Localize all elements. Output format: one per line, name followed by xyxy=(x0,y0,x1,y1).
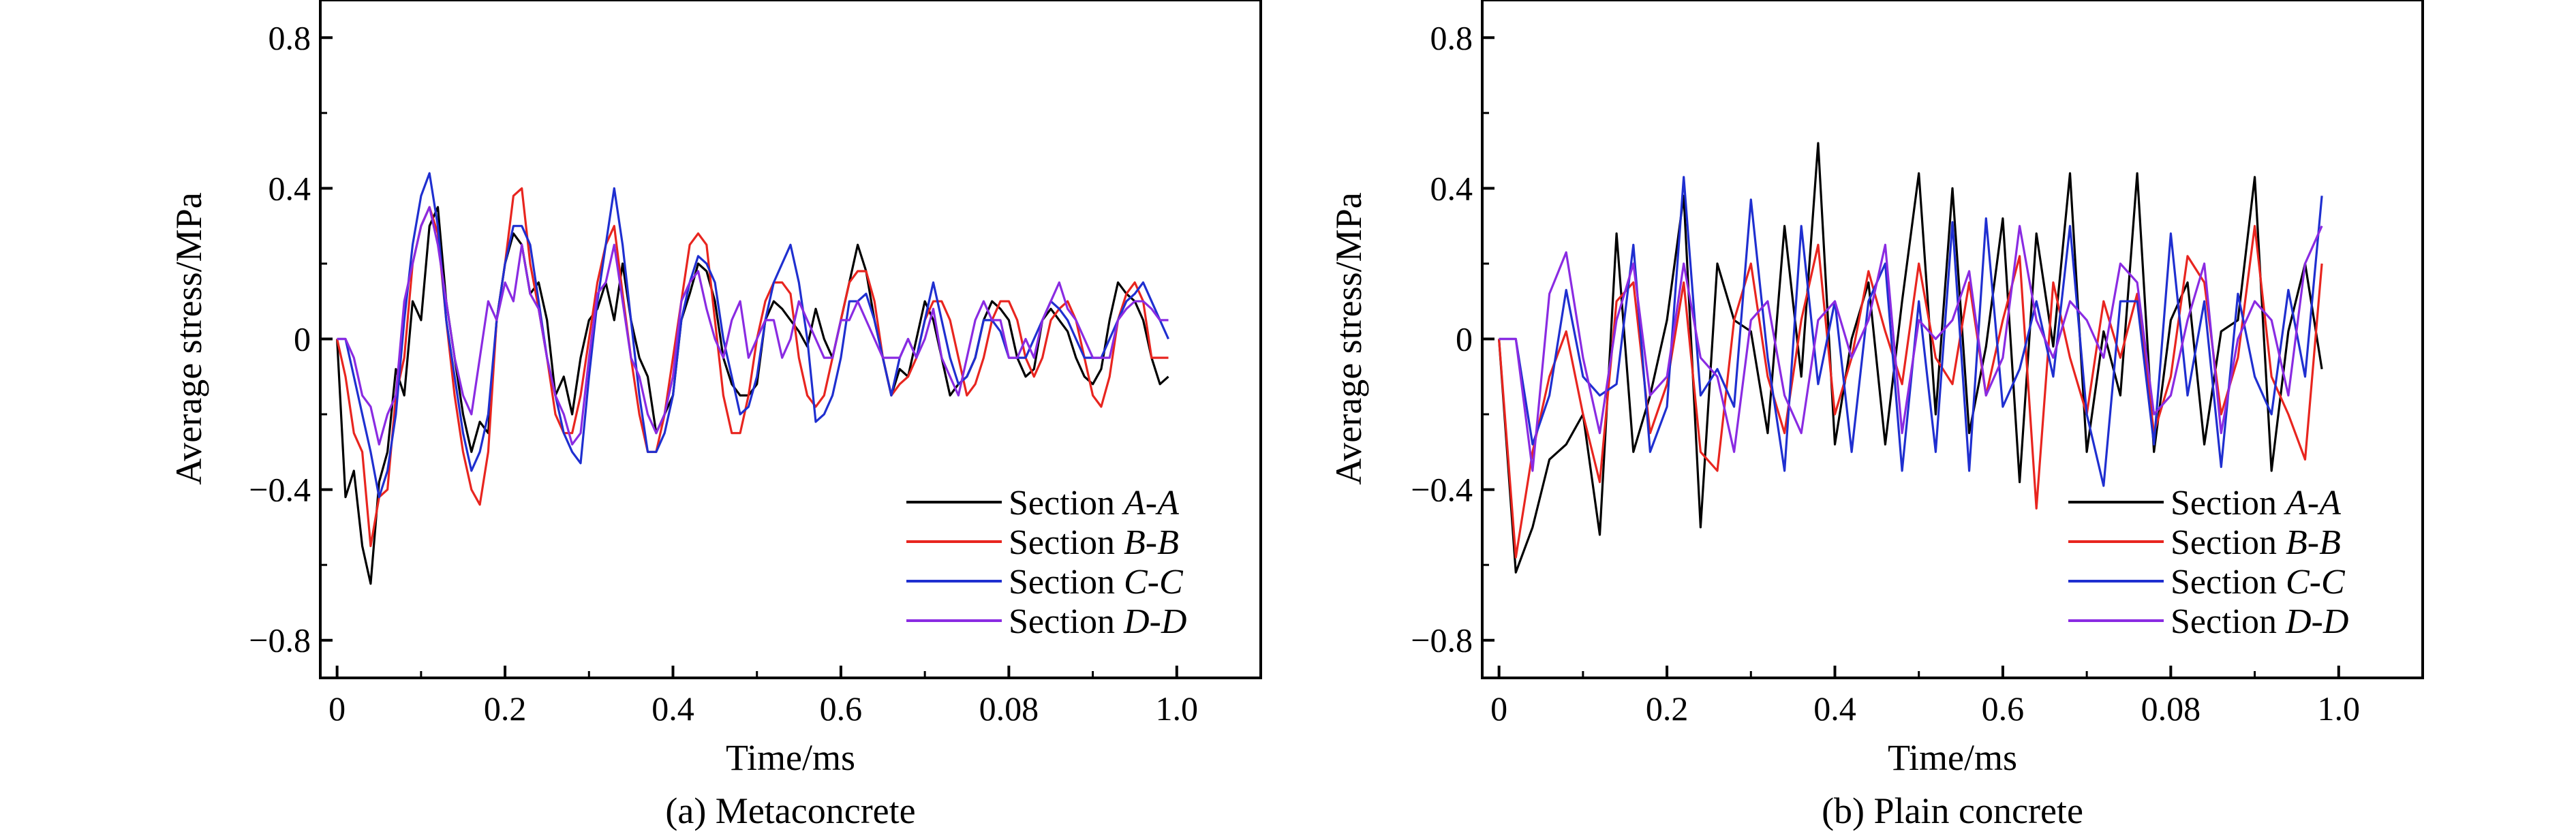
series-line-a-a xyxy=(1498,142,2323,574)
legend-label: Section C-C xyxy=(2171,563,2346,602)
legend-label: Section B-B xyxy=(1009,523,1179,562)
x-tick-label: 0.6 xyxy=(1982,689,2025,728)
legend-label-section: A-A xyxy=(2284,484,2341,523)
y-axis-title: Average stress/MPa xyxy=(1328,192,1369,484)
legend-label: Section B-B xyxy=(2171,523,2341,562)
y-tick-label: 0.4 xyxy=(269,169,311,207)
panel-caption: (b) Plain concrete xyxy=(1822,790,2083,831)
legend-label-section: C-C xyxy=(1124,563,1184,602)
y-tick-label: −0.8 xyxy=(249,621,311,659)
legend-label: Section D-D xyxy=(2171,602,2348,641)
legend-label-prefix: Section xyxy=(1009,484,1124,523)
series-line-b-b xyxy=(336,187,1169,548)
x-tick-label: 0.08 xyxy=(979,689,1039,728)
chart-panel-metaconcrete: 0 0.2 0.4 0.6 0.08 1.0 0.8 0.4 0 −0.4 −0.8 Time/m… xyxy=(168,0,1262,831)
x-axis-title: Time/ms xyxy=(1888,737,2017,778)
x-tick-label: 0.2 xyxy=(1646,689,1689,728)
y-axis-title: Average stress/MPa xyxy=(168,192,209,484)
x-tick-label: 0.4 xyxy=(1813,689,1856,728)
series-line-b-b xyxy=(1498,225,2323,559)
legend-label-prefix: Section xyxy=(1009,523,1124,562)
x-tick-label: 0 xyxy=(328,689,346,728)
legend-label-prefix: Section xyxy=(1009,602,1124,641)
x-tick-label: 1.0 xyxy=(2318,689,2361,728)
legend-label-prefix: Section xyxy=(2171,602,2286,641)
x-tick-label: 1.0 xyxy=(1156,689,1199,728)
series-line-d-d xyxy=(337,206,1169,446)
legend-label: Section A-A xyxy=(2171,484,2341,523)
y-tick-label: 0.8 xyxy=(269,18,311,57)
legend-label-prefix: Section xyxy=(2171,563,2286,602)
legend-label-prefix: Section xyxy=(2171,484,2286,523)
legend-label-prefix: Section xyxy=(1009,563,1124,602)
legend-label-section: B-B xyxy=(2286,523,2341,562)
legend-label-section: D-D xyxy=(2285,602,2348,641)
panel-caption: (a) Metaconcrete xyxy=(665,790,915,831)
x-tick-label: 0 xyxy=(1490,689,1507,728)
y-tick-label: 0 xyxy=(294,320,311,358)
chart-panel-plain-concrete: 0 0.2 0.4 0.6 0.08 1.0 0.8 0.4 0 −0.4 −0.8 Time/m… xyxy=(1328,0,2424,831)
legend-label-section: A-A xyxy=(1122,484,1179,523)
legend-label-prefix: Section xyxy=(2171,523,2286,562)
series-line-d-d xyxy=(1499,225,2323,472)
y-tick-label: 0.8 xyxy=(1430,18,1473,57)
legend-label-section: B-B xyxy=(1124,523,1179,562)
x-tick-label: 0.08 xyxy=(2141,689,2201,728)
x-tick-label: 0.6 xyxy=(820,689,863,728)
x-tick-label: 0.4 xyxy=(651,689,694,728)
legend-label-section: C-C xyxy=(2286,563,2346,602)
y-tick-label: −0.4 xyxy=(249,471,311,509)
y-tick-label: −0.8 xyxy=(1411,621,1473,659)
legend-label: Section C-C xyxy=(1009,563,1184,602)
y-tick-label: 0.4 xyxy=(1430,169,1473,207)
legend-label: Section A-A xyxy=(1009,484,1179,523)
x-tick-label: 0.2 xyxy=(484,689,527,728)
legend-label: Section D-D xyxy=(1009,602,1186,641)
y-tick-label: 0 xyxy=(1456,320,1473,358)
x-axis-title: Time/ms xyxy=(726,737,855,778)
legend-label-section: D-D xyxy=(1123,602,1186,641)
y-tick-label: −0.4 xyxy=(1411,471,1473,509)
